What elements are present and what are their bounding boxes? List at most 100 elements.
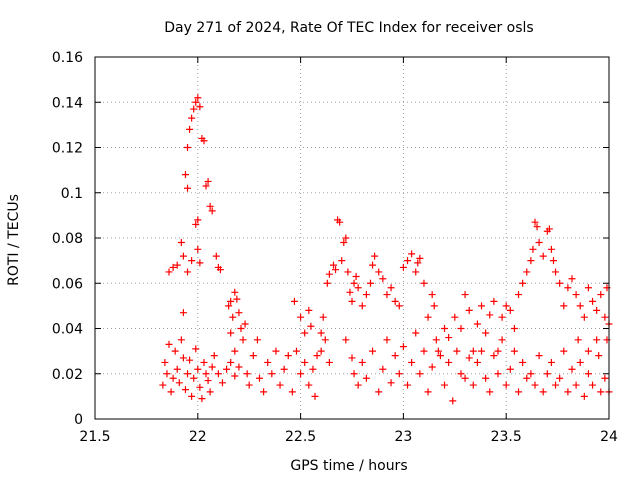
data-point <box>375 268 383 276</box>
data-point <box>184 184 192 192</box>
y-tick-label: 0.06 <box>52 276 83 292</box>
data-point <box>556 279 564 287</box>
data-point <box>597 291 605 299</box>
data-point <box>420 279 428 287</box>
data-point <box>325 358 333 366</box>
data-point <box>358 358 366 366</box>
data-point <box>342 336 350 344</box>
data-point <box>200 358 208 366</box>
data-point <box>560 347 568 355</box>
data-point <box>350 279 358 287</box>
data-point <box>416 370 424 378</box>
data-point <box>342 234 350 242</box>
data-point <box>595 352 603 360</box>
data-point <box>192 98 200 106</box>
data-point <box>196 383 204 391</box>
data-point <box>399 343 407 351</box>
data-point <box>188 114 196 122</box>
data-point <box>348 354 356 362</box>
y-tick-label: 0.08 <box>52 231 83 247</box>
data-point <box>601 374 609 382</box>
data-point <box>408 358 416 366</box>
data-point <box>428 363 436 371</box>
data-point <box>564 284 572 292</box>
data-point <box>549 257 557 265</box>
data-point <box>539 252 547 260</box>
data-point <box>227 329 235 337</box>
plot-frame <box>94 56 610 420</box>
y-tick-label: 0.04 <box>52 322 83 338</box>
data-point <box>188 392 196 400</box>
data-point <box>358 302 366 310</box>
x-tick-label: 23 <box>394 429 412 445</box>
data-point <box>564 388 572 396</box>
data-point <box>260 388 268 396</box>
data-point <box>249 352 257 360</box>
data-point <box>297 370 305 378</box>
data-point <box>574 336 582 344</box>
data-point <box>383 336 391 344</box>
x-tick-label: 22.5 <box>285 429 316 445</box>
data-point <box>461 291 469 299</box>
y-tick-label: 0 <box>74 412 83 428</box>
data-point <box>184 268 192 276</box>
data-point <box>424 313 432 321</box>
data-point <box>229 313 237 321</box>
data-point <box>245 381 253 389</box>
data-point <box>383 291 391 299</box>
data-point <box>441 381 449 389</box>
data-point <box>177 336 185 344</box>
data-point <box>486 311 494 319</box>
data-point <box>196 259 204 267</box>
data-point <box>202 182 210 190</box>
grid-lines <box>95 57 609 419</box>
data-point <box>190 374 198 382</box>
data-point <box>350 370 358 378</box>
data-point <box>391 352 399 360</box>
data-point <box>223 365 231 373</box>
y-axis-label: ROTI / TECUs <box>6 194 22 286</box>
data-point <box>202 370 210 378</box>
data-point <box>192 220 200 228</box>
data-point <box>543 370 551 378</box>
data-point <box>190 105 198 113</box>
data-point <box>568 365 576 373</box>
data-point <box>225 302 233 310</box>
data-point <box>482 374 490 382</box>
data-point <box>325 270 333 278</box>
data-point <box>498 336 506 344</box>
data-point <box>208 207 216 215</box>
data-point <box>321 336 329 344</box>
data-point <box>362 291 370 299</box>
data-point <box>367 279 375 287</box>
data-point <box>576 302 584 310</box>
data-point <box>292 347 300 355</box>
data-point <box>317 347 325 355</box>
data-point <box>175 379 183 387</box>
data-point <box>231 288 239 296</box>
data-point <box>169 374 177 382</box>
data-point <box>297 313 305 321</box>
data-point <box>519 358 527 366</box>
data-point <box>206 202 214 210</box>
data-point <box>430 302 438 310</box>
data-point <box>404 381 412 389</box>
data-point <box>212 252 220 260</box>
data-point <box>171 347 179 355</box>
data-point <box>535 239 543 247</box>
data-point <box>194 365 202 373</box>
data-point <box>336 218 344 226</box>
data-point <box>391 297 399 305</box>
data-point <box>284 352 292 360</box>
data-point <box>478 302 486 310</box>
data-point <box>243 370 251 378</box>
data-point <box>420 347 428 355</box>
data-point <box>305 381 313 389</box>
data-point <box>506 365 514 373</box>
data-point <box>478 347 486 355</box>
data-point <box>194 245 202 253</box>
data-point <box>173 261 181 269</box>
chart-title: Day 271 of 2024, Rate Of TEC Index for r… <box>164 20 533 36</box>
data-point <box>547 358 555 366</box>
data-point <box>313 352 321 360</box>
